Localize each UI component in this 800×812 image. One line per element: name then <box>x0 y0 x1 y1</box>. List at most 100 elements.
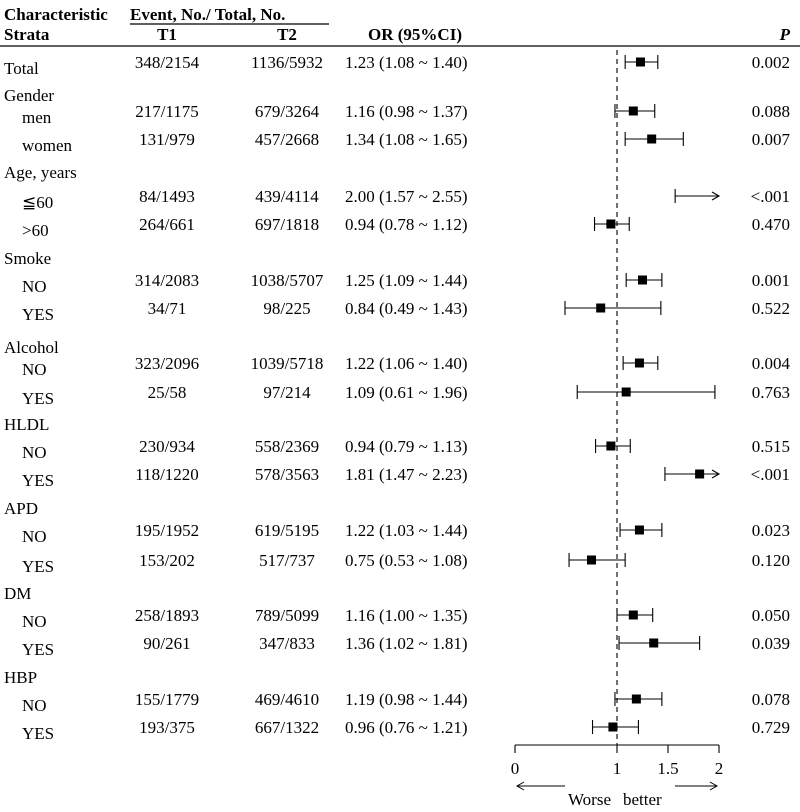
ci-arrow <box>711 469 721 479</box>
or-ci-text: 0.75 (0.53 ~ 1.08) <box>345 551 468 570</box>
worse-arrow-head <box>515 781 525 791</box>
p-value: 0.470 <box>752 215 790 234</box>
or-ci-text: 0.96 (0.76 ~ 1.21) <box>345 718 468 737</box>
t2-value: 97/214 <box>263 383 311 402</box>
t2-value: 667/1322 <box>255 718 319 737</box>
t2-value: 517/737 <box>259 551 315 570</box>
or-point <box>634 358 644 368</box>
or-ci-text: 0.94 (0.78 ~ 1.12) <box>345 215 468 234</box>
or-point <box>587 555 596 565</box>
axis-tick-label: 1 <box>613 759 622 778</box>
or-ci-text: 1.16 (0.98 ~ 1.37) <box>345 102 468 121</box>
p-value: 0.120 <box>752 551 790 570</box>
t2-value: 619/5195 <box>255 521 319 540</box>
p-value: 0.515 <box>752 437 790 456</box>
subgroup-label: YES <box>22 305 54 324</box>
or-ci-text: 2.00 (1.57 ~ 2.55) <box>345 187 468 206</box>
t1-value: 258/1893 <box>135 606 199 625</box>
better-label: better <box>623 790 662 809</box>
group-label: DM <box>4 584 31 603</box>
or-point <box>608 722 618 732</box>
t1-value: 25/58 <box>148 383 187 402</box>
or-ci-text: 1.22 (1.03 ~ 1.44) <box>345 521 468 540</box>
subgroup-label: NO <box>22 277 47 296</box>
p-value: 0.001 <box>752 271 790 290</box>
or-ci-text: 1.81 (1.47 ~ 2.23) <box>345 465 468 484</box>
axis-tick-label: 1.5 <box>657 759 678 778</box>
t1-value: 323/2096 <box>135 354 199 373</box>
t2-value: 469/4610 <box>255 690 319 709</box>
t1-value: 155/1779 <box>135 690 199 709</box>
or-point <box>695 469 705 479</box>
or-ci-text: 1.09 (0.61 ~ 1.96) <box>345 383 468 402</box>
t2-value: 457/2668 <box>255 130 319 149</box>
p-value: 0.007 <box>752 130 791 149</box>
or-ci-text: 1.23 (1.08 ~ 1.40) <box>345 53 468 72</box>
p-value: 0.088 <box>752 102 790 121</box>
p-value: 0.023 <box>752 521 790 540</box>
group-label: Total <box>4 59 39 78</box>
p-value: 0.004 <box>752 354 791 373</box>
t2-value: 679/3264 <box>255 102 320 121</box>
subgroup-label: >60 <box>22 221 49 240</box>
subgroup-label: ≦60 <box>22 193 53 212</box>
better-arrow-head <box>709 781 719 791</box>
group-label: HBP <box>4 668 37 687</box>
t1-value: 153/202 <box>139 551 195 570</box>
subgroup-label: YES <box>22 471 54 490</box>
or-point <box>647 134 657 144</box>
p-value: 0.039 <box>752 634 790 653</box>
subgroup-label: NO <box>22 360 47 379</box>
t2-value: 1136/5932 <box>251 53 323 72</box>
t1-value: 84/1493 <box>139 187 195 206</box>
group-label: Alcohol <box>4 338 59 357</box>
subgroup-label: YES <box>22 724 54 743</box>
header-event-group: Event, No./ Total, No. <box>130 5 285 24</box>
or-ci-text: 1.25 (1.09 ~ 1.44) <box>345 271 468 290</box>
or-ci-text: 1.34 (1.08 ~ 1.65) <box>345 130 468 149</box>
t1-value: 195/1952 <box>135 521 199 540</box>
t1-value: 314/2083 <box>135 271 199 290</box>
p-value: <.001 <box>751 465 790 484</box>
subgroup-label: NO <box>22 443 47 462</box>
t2-value: 558/2369 <box>255 437 319 456</box>
or-ci-text: 1.19 (0.98 ~ 1.44) <box>345 690 468 709</box>
p-value: 0.002 <box>752 53 790 72</box>
group-label: APD <box>4 499 38 518</box>
t1-value: 34/71 <box>148 299 187 318</box>
t2-value: 1038/5707 <box>251 271 324 290</box>
subgroup-label: YES <box>22 389 54 408</box>
table-rows: Total 348/2154 1136/5932 1.23 (1.08 ~ 1.40)… <box>4 53 791 743</box>
subgroup-label: NO <box>22 612 47 631</box>
subgroup-label: women <box>22 136 73 155</box>
t1-value: 217/1175 <box>135 102 199 121</box>
p-value: 0.522 <box>752 299 790 318</box>
t2-value: 578/3563 <box>255 465 319 484</box>
t2-value: 1039/5718 <box>251 354 324 373</box>
t2-value: 789/5099 <box>255 606 319 625</box>
or-ci-text: 1.22 (1.06 ~ 1.40) <box>345 354 468 373</box>
subgroup-label: NO <box>22 527 47 546</box>
t1-value: 348/2154 <box>135 53 200 72</box>
t1-value: 193/375 <box>139 718 195 737</box>
t2-value: 439/4114 <box>255 187 319 206</box>
or-point <box>606 219 616 229</box>
t1-value: 131/979 <box>139 130 195 149</box>
x-axis: 0 1 1.5 2 Worse better <box>511 744 724 809</box>
or-ci-text: 1.16 (1.00 ~ 1.35) <box>345 606 468 625</box>
or-point <box>649 638 659 648</box>
t1-value: 264/661 <box>139 215 195 234</box>
or-point <box>638 275 647 285</box>
or-ci-text: 0.84 (0.49 ~ 1.43) <box>345 299 468 318</box>
or-point <box>635 57 645 67</box>
or-point <box>621 387 631 397</box>
or-point <box>631 694 641 704</box>
header-characteristic: Characteristic <box>4 5 108 24</box>
axis-tick-label: 2 <box>715 759 724 778</box>
p-value: <.001 <box>751 187 790 206</box>
p-value: 0.729 <box>752 718 790 737</box>
worse-label: Worse <box>568 790 611 809</box>
group-label: Smoke <box>4 249 51 268</box>
subgroup-label: men <box>22 108 52 127</box>
